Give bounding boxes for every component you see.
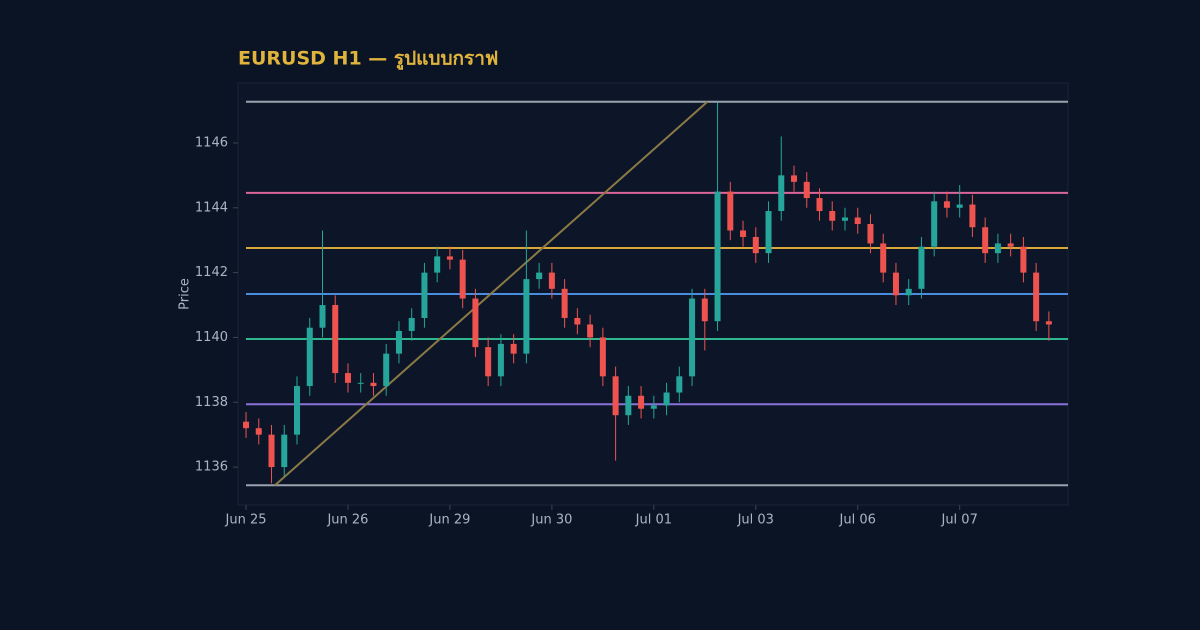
- candle-body: [472, 298, 479, 348]
- candle-body: [943, 201, 950, 208]
- y-tick-label: 1140: [195, 330, 228, 345]
- x-tick-label: Jul 01: [635, 513, 672, 528]
- candle-body: [765, 211, 772, 254]
- candle-body: [752, 236, 759, 254]
- candle-body: [740, 230, 747, 237]
- x-tick-label: Jun 26: [326, 513, 368, 528]
- candle-body: [536, 272, 543, 280]
- candle-body: [357, 382, 364, 384]
- y-tick-label: 1136: [195, 460, 228, 475]
- candle-body: [867, 223, 874, 244]
- candle-body: [931, 201, 938, 247]
- candle-body: [587, 324, 594, 338]
- candle-body: [497, 343, 504, 377]
- y-tick-label: 1146: [195, 135, 228, 150]
- candle-body: [243, 421, 250, 429]
- candle-body: [791, 175, 798, 182]
- y-tick-label: 1144: [195, 200, 228, 215]
- candle-body: [294, 386, 301, 435]
- candle-body: [459, 259, 466, 299]
- candle-body: [714, 191, 721, 322]
- candle-body: [854, 217, 861, 224]
- y-tick-label: 1142: [195, 265, 228, 280]
- candle-body: [510, 343, 517, 354]
- candle-body: [663, 392, 670, 406]
- candle-body: [638, 395, 645, 409]
- x-tick-label: Jul 03: [737, 513, 774, 528]
- candle-body: [956, 204, 963, 208]
- y-tick-label: 1138: [195, 395, 228, 410]
- candle-body: [485, 347, 492, 377]
- candle-body: [701, 298, 708, 322]
- x-tick-label: Jul 07: [940, 513, 977, 528]
- candle-body: [778, 175, 785, 212]
- candle-body: [344, 373, 351, 383]
- candle-body: [599, 337, 606, 377]
- candle-body: [625, 395, 632, 416]
- candle-body: [446, 256, 453, 260]
- x-tick-label: Jul 06: [839, 513, 876, 528]
- y-axis-label: Price: [178, 278, 193, 310]
- x-tick-label: Jun 29: [428, 513, 470, 528]
- candle-body: [994, 243, 1001, 254]
- candle-body: [1033, 272, 1040, 322]
- candle-body: [370, 382, 377, 387]
- candle-body: [803, 181, 810, 199]
- candle-body: [676, 376, 683, 393]
- candle-body: [918, 246, 925, 289]
- x-tick-label: Jun 30: [530, 513, 572, 528]
- candle-body: [1045, 321, 1052, 325]
- candle-body: [281, 434, 288, 468]
- candle-body: [880, 243, 887, 273]
- candle-body: [383, 353, 390, 387]
- candle-body: [816, 198, 823, 212]
- chart-title: EURUSD H1 — รูปแบบกราฟ: [238, 48, 498, 71]
- candle-body: [561, 288, 568, 318]
- candle-body: [1007, 243, 1014, 247]
- candle-body: [332, 305, 339, 374]
- candle-body: [306, 327, 313, 387]
- candle-body: [892, 272, 899, 296]
- candle-body: [841, 217, 848, 221]
- candle-body: [268, 434, 275, 468]
- candle-body: [969, 204, 976, 228]
- candle-body: [523, 279, 530, 354]
- candle-body: [319, 305, 326, 328]
- x-tick-label: Jun 25: [225, 513, 267, 528]
- candle-body: [829, 211, 836, 221]
- candle-body: [727, 191, 734, 231]
- candle-body: [650, 405, 657, 409]
- candle-body: [574, 317, 581, 325]
- candle-body: [255, 428, 262, 435]
- candle-body: [612, 376, 619, 416]
- candle-body: [408, 317, 415, 331]
- candle-body: [395, 330, 402, 354]
- candle-body: [548, 272, 555, 289]
- candle-body: [421, 272, 428, 318]
- candle-body: [905, 288, 912, 296]
- candle-body: [1020, 246, 1027, 273]
- candle-body: [982, 227, 989, 254]
- candle-body: [434, 256, 441, 273]
- trend-line: [274, 101, 709, 486]
- candle-body: [689, 298, 696, 377]
